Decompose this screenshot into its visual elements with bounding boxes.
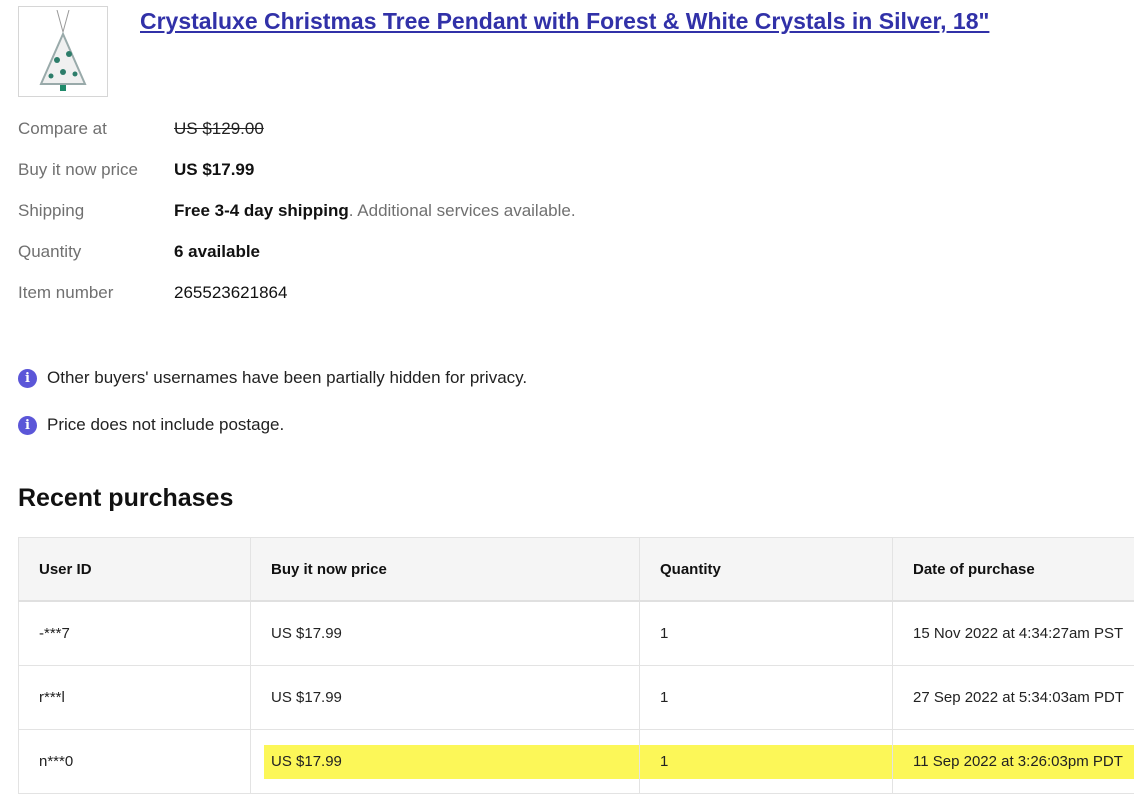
table-row: r***l US $17.99 1 27 Sep 2022 at 5:34:03… — [18, 665, 1134, 730]
recent-purchases-heading: Recent purchases — [18, 484, 234, 512]
info-icon: i — [18, 415, 37, 435]
price-label: Buy it now price — [18, 160, 138, 179]
shipping-value: Free 3-4 day shipping. Additional servic… — [174, 201, 576, 221]
user-id: n***0 — [18, 729, 251, 794]
highlight: 11 Sep 2022 at 3:26:03pm PDT — [892, 744, 1134, 779]
shipping-extra: . Additional services available. — [348, 201, 576, 220]
pendant-image — [39, 9, 87, 91]
product-title-link[interactable]: Crystaluxe Christmas Tree Pendant with F… — [140, 8, 990, 34]
quantity: 1 — [639, 600, 893, 666]
table-header: User ID Buy it now price Quantity Date o… — [18, 537, 1134, 602]
highlight: 1 — [639, 744, 912, 779]
compare-at-value: US $129.00 — [174, 119, 264, 138]
table-row: -***7 US $17.99 1 15 Nov 2022 at 4:34:27… — [18, 600, 1134, 666]
date: 15 Nov 2022 at 4:34:27am PST — [892, 600, 1134, 666]
note-text: Other buyers' usernames have been partia… — [47, 368, 528, 387]
user-id: r***l — [18, 665, 251, 730]
price: US $17.99 — [250, 729, 659, 794]
postage-note: i Price does not include postage. — [18, 415, 284, 435]
item-number-label: Item number — [18, 283, 114, 302]
privacy-note: i Other buyers' usernames have been parti… — [18, 368, 527, 388]
item-number-value: 265523621864 — [174, 283, 288, 302]
product-thumbnail[interactable] — [18, 6, 108, 97]
note-text: Price does not include postage. — [47, 415, 285, 434]
info-icon: i — [18, 368, 37, 388]
quantity: 1 — [639, 665, 893, 730]
price: US $17.99 — [250, 600, 640, 666]
col-date: Date of purchase — [892, 537, 1134, 602]
compare-at-label: Compare at — [18, 119, 107, 138]
table-row-highlighted: n***0 US $17.99 1 11 Sep 2022 at 3:26:03… — [18, 729, 1134, 794]
price-value: US $17.99 — [174, 160, 255, 179]
date: 11 Sep 2022 at 3:26:03pm PDT — [892, 729, 1134, 794]
quantity: 1 — [639, 729, 912, 794]
quantity-label: Quantity — [18, 242, 82, 261]
price: US $17.99 — [250, 665, 640, 730]
col-quantity: Quantity — [639, 537, 893, 602]
recent-purchases-table: User ID Buy it now price Quantity Date o… — [18, 537, 1134, 794]
col-price: Buy it now price — [250, 537, 640, 602]
date: 27 Sep 2022 at 5:34:03am PDT — [892, 665, 1134, 730]
user-id: -***7 — [18, 600, 251, 666]
shipping-label: Shipping — [18, 201, 85, 220]
col-user-id: User ID — [18, 537, 251, 602]
shipping-main: Free 3-4 day shipping — [174, 201, 349, 220]
quantity-value: 6 available — [174, 242, 261, 261]
highlight: US $17.99 — [264, 744, 659, 779]
